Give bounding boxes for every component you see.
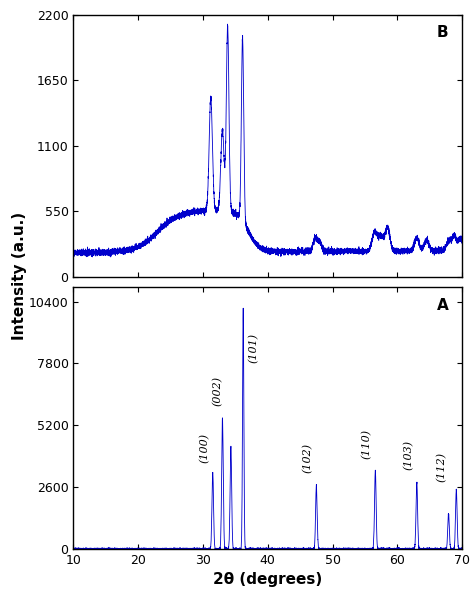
Text: B: B bbox=[437, 25, 448, 40]
X-axis label: 2θ (degrees): 2θ (degrees) bbox=[213, 572, 322, 587]
Text: (102): (102) bbox=[303, 443, 313, 473]
Text: (112): (112) bbox=[436, 452, 447, 482]
Text: (002): (002) bbox=[212, 376, 222, 406]
Text: (100): (100) bbox=[199, 433, 210, 463]
Text: Intensity (a.u.): Intensity (a.u.) bbox=[12, 212, 27, 340]
Text: (101): (101) bbox=[248, 333, 259, 364]
Text: (110): (110) bbox=[362, 428, 372, 458]
Text: (103): (103) bbox=[403, 440, 413, 470]
Text: A: A bbox=[437, 298, 448, 313]
